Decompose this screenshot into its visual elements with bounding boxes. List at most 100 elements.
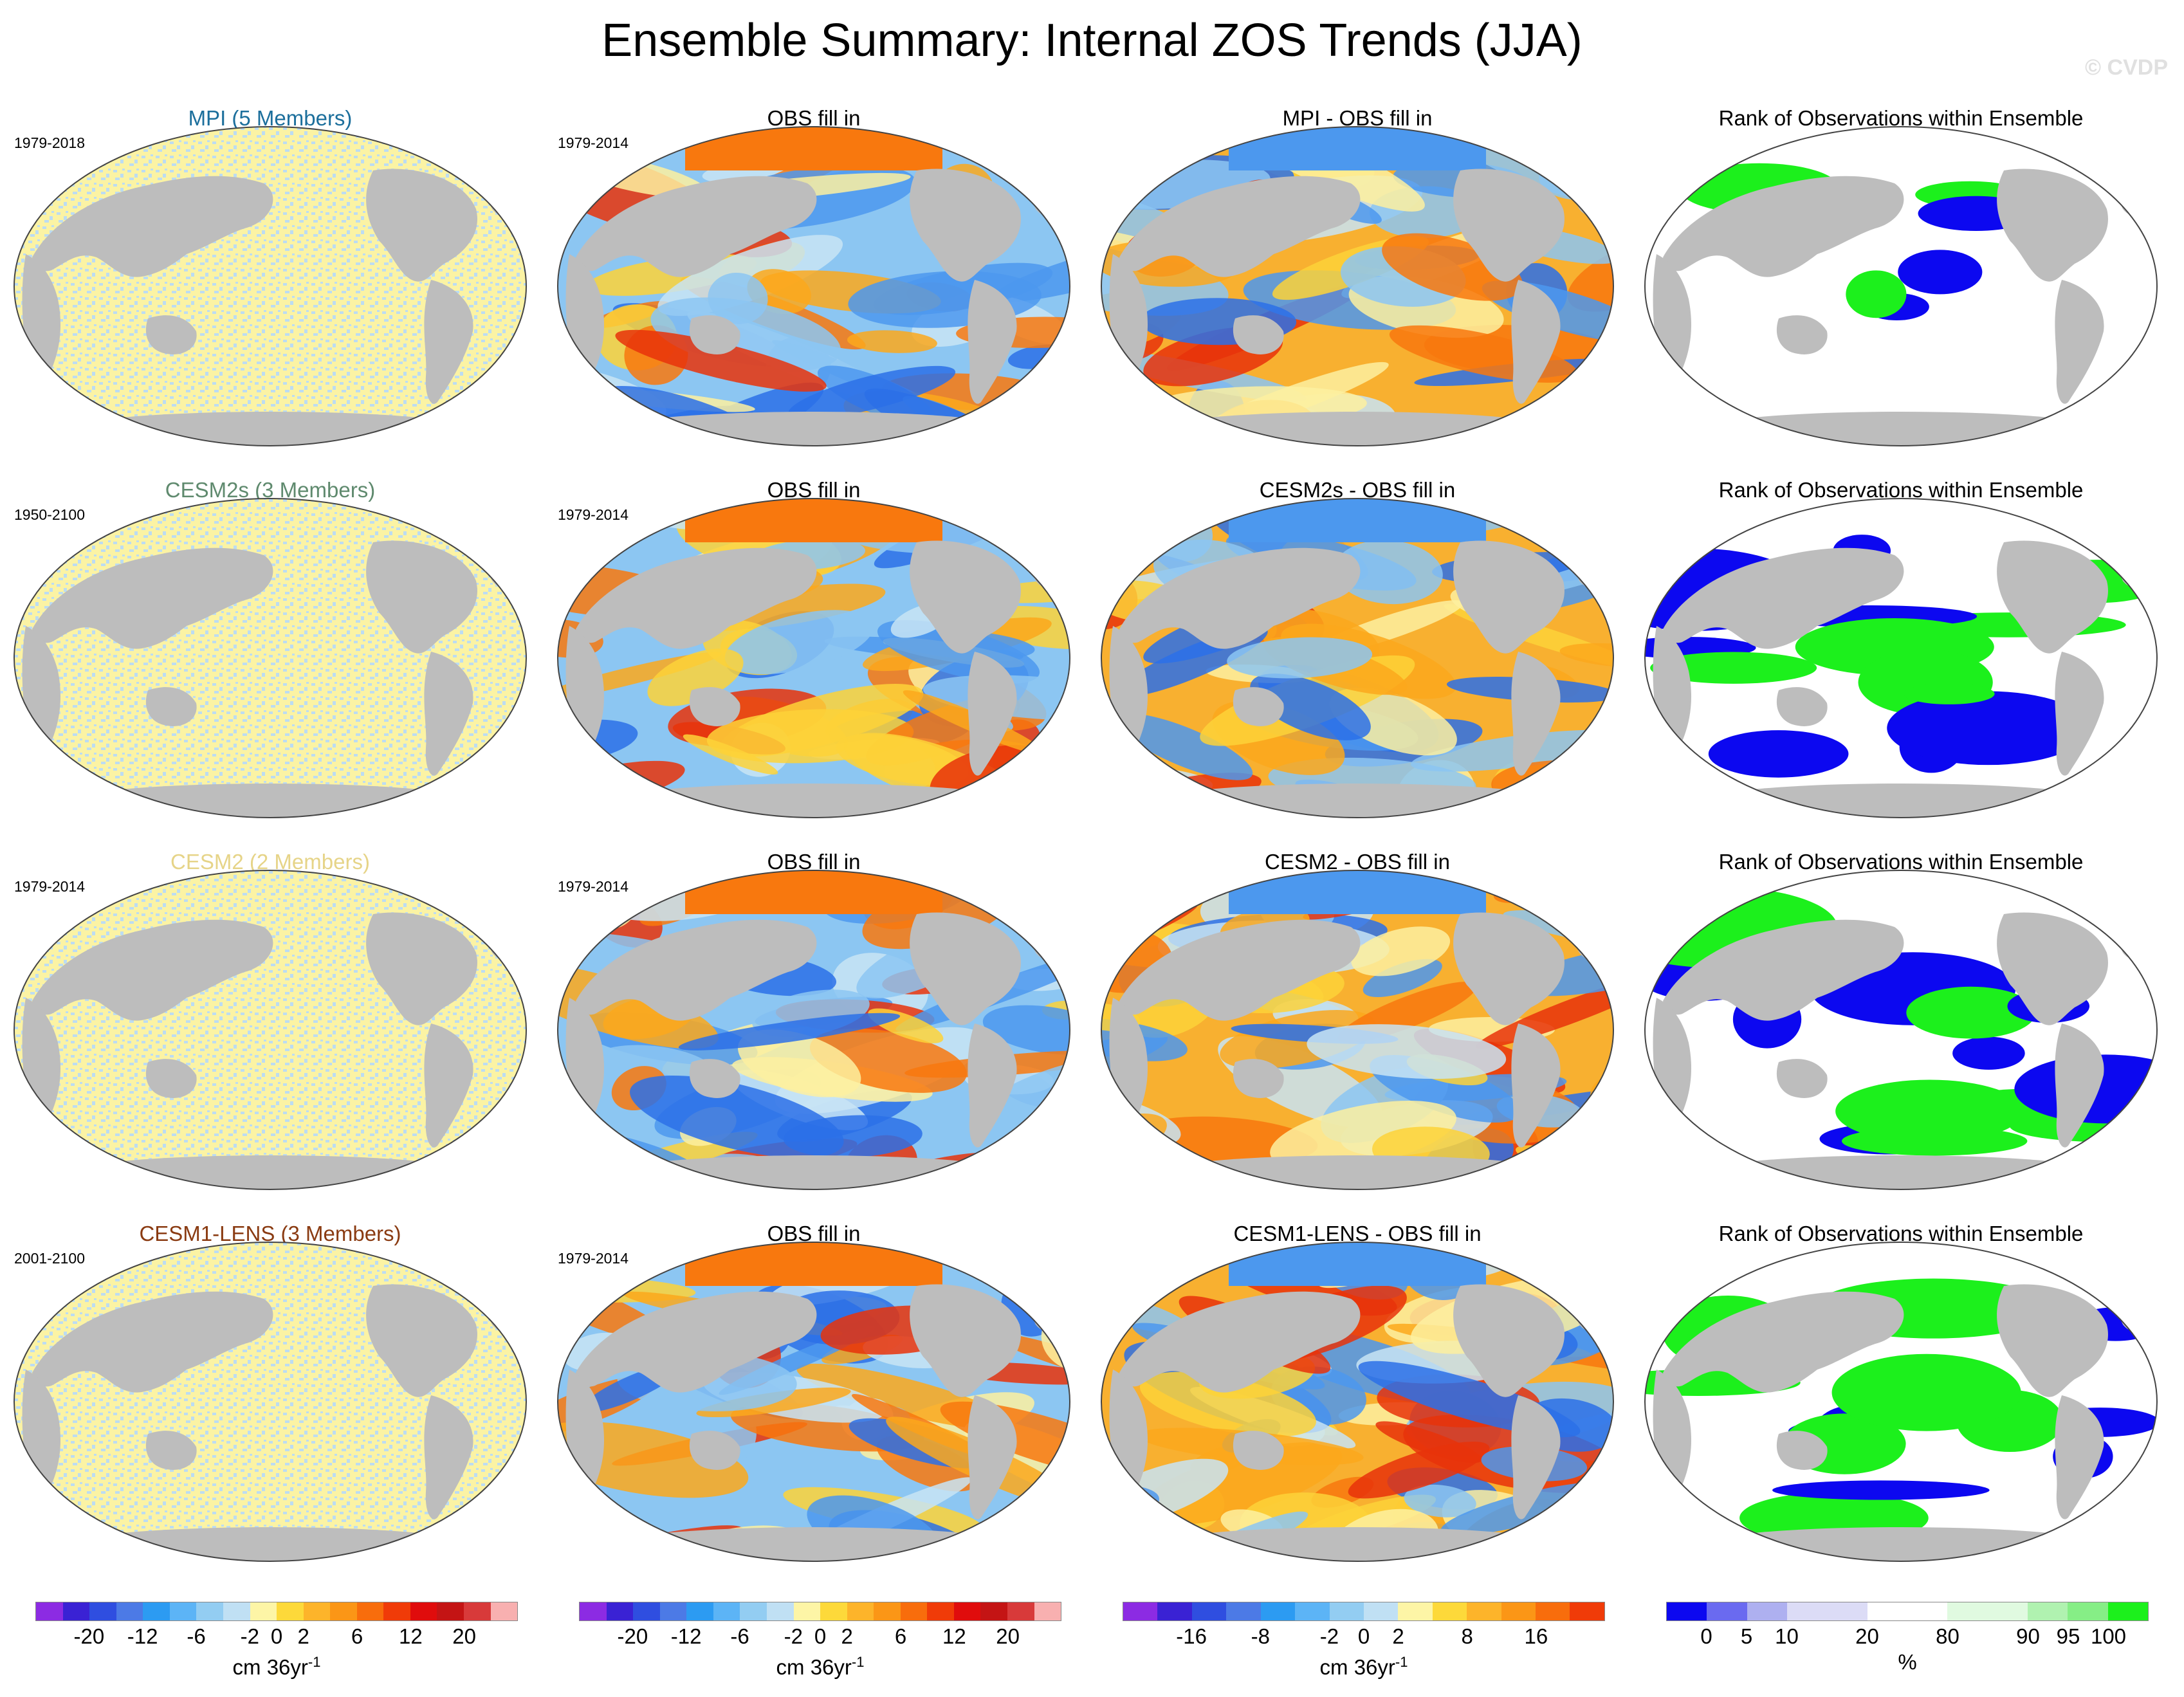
colorbar-bin — [953, 1602, 981, 1620]
colorbar-bin — [490, 1602, 518, 1620]
colorbar-unit: cm 36yr-1 — [1319, 1654, 1408, 1679]
colorbar-tick-label: 0 — [270, 1624, 283, 1648]
colorbar-bin — [740, 1602, 767, 1620]
colorbar-tick-label: -6 — [730, 1624, 749, 1648]
colorbar-bin — [143, 1602, 170, 1620]
period-label: 1979-2018 — [14, 134, 85, 151]
colorbar-tick-label: 16 — [1524, 1624, 1548, 1648]
colorbar-tick-label: -12 — [670, 1624, 702, 1648]
colorbar-unit: cm 36yr-1 — [232, 1654, 321, 1679]
diff-title: CESM2s - OBS fill in — [1259, 478, 1456, 502]
colorbar-tick-label: 20 — [996, 1624, 1020, 1648]
colorbar-bin — [633, 1602, 660, 1620]
period-label: 2001-2100 — [14, 1250, 85, 1267]
colorbar-bin — [464, 1602, 491, 1620]
obs-title: OBS fill in — [767, 478, 861, 502]
rank-title: Rank of Observations within Ensemble — [1718, 850, 2084, 874]
colorbar-bin — [980, 1602, 1007, 1620]
colorbar-bin — [356, 1602, 384, 1620]
colorbar-bin — [713, 1602, 740, 1620]
period-label: 1979-2014 — [14, 878, 85, 895]
model-title: CESM2 (2 Members) — [170, 850, 370, 874]
colorbar-bin — [36, 1602, 63, 1620]
colorbar-bin — [847, 1602, 874, 1620]
colorbar-bin — [1007, 1602, 1034, 1620]
ensemble-map — [14, 126, 527, 446]
colorbar-bin — [659, 1602, 687, 1620]
colorbar-bin — [410, 1602, 437, 1620]
colorbar-bin — [196, 1602, 223, 1620]
colorbar-tick-label: 0 — [1357, 1624, 1370, 1648]
diff-map — [1101, 1242, 1614, 1562]
colorbar-bin — [383, 1602, 410, 1620]
colorbar-bin — [1987, 1602, 2028, 1620]
colorbar-bin — [277, 1602, 304, 1620]
diff-map — [1101, 126, 1614, 446]
colorbar-bin — [2068, 1602, 2108, 1620]
colorbar-bin — [89, 1602, 116, 1620]
colorbar-tick-label: -12 — [127, 1624, 158, 1648]
colorbar-tick-label: 95 — [2056, 1624, 2080, 1648]
colorbar-tick-label: 8 — [1461, 1624, 1473, 1648]
colorbar-bin — [580, 1602, 607, 1620]
period-label: 1979-2014 — [558, 134, 629, 151]
colorbar-tick-label: 0 — [814, 1624, 827, 1648]
obs-map — [557, 126, 1070, 446]
colorbar — [35, 1602, 518, 1621]
model-title: CESM1-LENS (3 Members) — [139, 1222, 401, 1245]
colorbar-bin — [1295, 1602, 1330, 1620]
colorbar-tick-label: 0 — [1700, 1624, 1712, 1648]
obs-title: OBS fill in — [767, 106, 861, 130]
colorbar-bin — [223, 1602, 250, 1620]
period-label: 1979-2014 — [558, 506, 629, 523]
rank-map — [1644, 1242, 2158, 1562]
diff-title: CESM2 - OBS fill in — [1265, 850, 1450, 874]
colorbar-tick-label: 100 — [2090, 1624, 2127, 1648]
colorbar-bin — [1947, 1602, 1988, 1620]
diff-map — [1101, 498, 1614, 818]
colorbar-bin — [1501, 1602, 1536, 1620]
colorbar-bin — [2107, 1602, 2148, 1620]
rank-title: Rank of Observations within Ensemble — [1718, 106, 2084, 130]
colorbar-bin — [1867, 1602, 1907, 1620]
colorbar-bin — [2027, 1602, 2068, 1620]
colorbar — [579, 1602, 1061, 1621]
colorbar-bin — [116, 1602, 143, 1620]
colorbar-bin — [1432, 1602, 1467, 1620]
colorbar-bin — [1363, 1602, 1399, 1620]
ensemble-map — [14, 498, 527, 818]
colorbar-tick-label: 5 — [1740, 1624, 1753, 1648]
colorbar-bin — [1707, 1602, 1747, 1620]
rank-title: Rank of Observations within Ensemble — [1718, 1222, 2084, 1245]
obs-map — [557, 1242, 1070, 1562]
colorbar-bin — [1226, 1602, 1261, 1620]
cvdp-watermark: © CVDP — [2085, 55, 2168, 80]
colorbar-tick-label: 2 — [1392, 1624, 1404, 1648]
colorbar-bin — [1827, 1602, 1867, 1620]
model-title: MPI (5 Members) — [188, 106, 353, 130]
period-label: 1950-2100 — [14, 506, 85, 523]
colorbar-bin — [437, 1602, 464, 1620]
colorbar — [1666, 1602, 2149, 1621]
colorbar-bin — [793, 1602, 821, 1620]
rank-map — [1644, 870, 2158, 1190]
colorbar-tick-label: -16 — [1176, 1624, 1207, 1648]
colorbar-bin — [1157, 1602, 1192, 1620]
period-label: 1979-2014 — [558, 1250, 629, 1267]
figure-title: Ensemble Summary: Internal ZOS Trends (J… — [601, 15, 1583, 66]
colorbar-tick-label: 2 — [841, 1624, 853, 1648]
diff-map — [1101, 870, 1614, 1190]
colorbar-tick-label: 90 — [2016, 1624, 2040, 1648]
colorbar-bin — [606, 1602, 634, 1620]
colorbar-tick-label: -20 — [73, 1624, 105, 1648]
colorbar-bin — [1191, 1602, 1227, 1620]
colorbar-bin — [1034, 1602, 1061, 1620]
colorbar-bin — [1747, 1602, 1787, 1620]
colorbar-unit: cm 36yr-1 — [776, 1654, 865, 1679]
colorbar-tick-label: 20 — [1855, 1624, 1879, 1648]
ensemble-map — [14, 1242, 527, 1562]
colorbar-bin — [766, 1602, 794, 1620]
colorbar-tick-label: 10 — [1775, 1624, 1799, 1648]
diff-title: MPI - OBS fill in — [1282, 106, 1433, 130]
colorbar-unit: % — [1898, 1650, 1917, 1674]
